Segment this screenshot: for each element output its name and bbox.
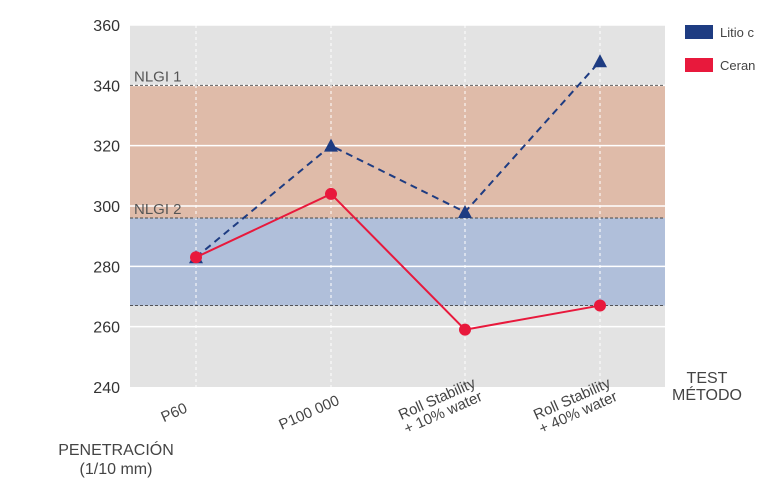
x-tick-label: P60 (159, 400, 190, 426)
y-tick-label: 280 (93, 259, 120, 276)
y-tick-label: 260 (93, 320, 120, 337)
data-point-series-2 (325, 187, 337, 200)
y-tick-label: 300 (93, 199, 120, 216)
x-axis-title: TEST MÉTODO (672, 370, 742, 404)
legend-item-series-2: Ceran (685, 55, 755, 75)
legend-item-series-1: Litio c (685, 22, 755, 42)
series-line-2 (195, 192, 601, 331)
y-tick-label: 320 (93, 139, 120, 156)
data-point-series-2 (459, 323, 471, 336)
band-label-1: NLGI 1 (134, 68, 182, 85)
y-tick-label: 240 (93, 380, 120, 397)
legend: Litio c Ceran (685, 22, 755, 88)
y-tick-label: 340 (93, 78, 120, 95)
data-point-series-1 (324, 138, 338, 152)
y-tick-label: 360 (93, 18, 120, 35)
x-tick-label: P100 000 (276, 392, 342, 434)
legend-label-series-1: Litio c (720, 24, 754, 40)
legend-swatch-series-1 (685, 25, 713, 39)
legend-swatch-series-2 (685, 58, 713, 72)
x-tick-label-line: P100 000 (276, 392, 342, 434)
data-point-series-1 (593, 54, 607, 68)
y-axis-title: PENETRACIÓN (1/10 mm) (58, 442, 174, 478)
data-point-series-1 (458, 205, 472, 219)
x-tick-label-line: P60 (159, 400, 190, 426)
legend-label-series-2: Ceran (720, 57, 756, 73)
data-point-series-2 (594, 299, 606, 312)
data-point-series-2 (190, 251, 202, 264)
band-1 (130, 85, 665, 219)
series-line-1 (195, 60, 601, 259)
band-label-2: NLGI 2 (134, 201, 182, 218)
